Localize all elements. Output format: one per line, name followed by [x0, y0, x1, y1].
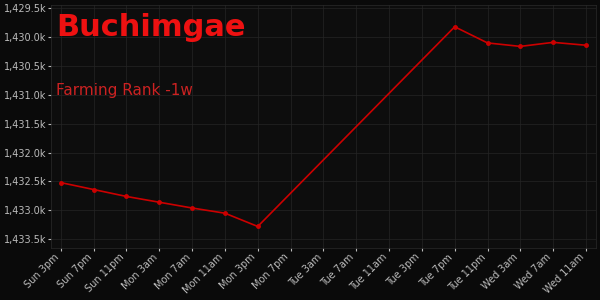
Text: Farming Rank -1w: Farming Rank -1w: [56, 83, 193, 98]
Text: Buchimgae: Buchimgae: [56, 13, 246, 42]
